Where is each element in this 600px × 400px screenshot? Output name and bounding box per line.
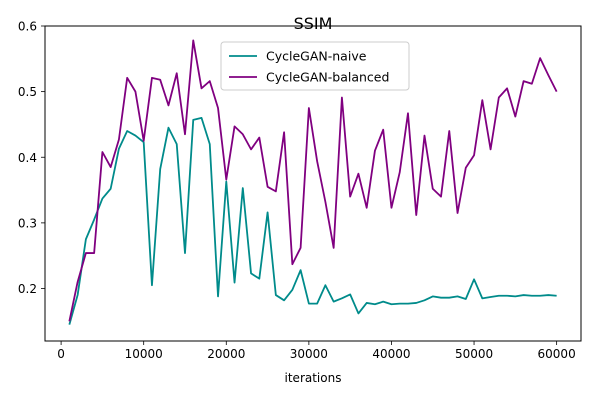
y-tick-label: 0.6 [18, 20, 37, 34]
y-axis-ticks: 0.2 0.3 0.4 0.5 0.6 [18, 20, 45, 296]
x-tick-label: 0 [57, 347, 65, 361]
x-tick-label: 20000 [207, 347, 245, 361]
legend-label-cyclegan-balanced: CycleGAN-balanced [266, 70, 389, 85]
series-line-cyclegan-naive [68, 116, 557, 325]
y-tick-label: 0.5 [18, 85, 37, 99]
x-tick-label: 50000 [455, 347, 493, 361]
legend-label-cyclegan-naive: CycleGAN-naive [266, 49, 367, 64]
y-tick-label: 0.2 [18, 282, 37, 296]
series-line-cyclegan-balanced [68, 39, 558, 322]
y-tick-label: 0.4 [18, 151, 37, 165]
chart-title: SSIM [294, 14, 333, 33]
x-tick-label: 10000 [125, 347, 163, 361]
plot-lines [68, 39, 558, 325]
legend-box [220, 41, 410, 91]
x-tick-label: 40000 [372, 347, 410, 361]
x-tick-label: 60000 [538, 347, 576, 361]
x-axis-ticks: 0 10000 20000 30000 40000 50000 60000 [57, 341, 576, 361]
x-axis-label: iterations [285, 371, 342, 385]
plot-frame [44, 25, 582, 342]
x-tick-label: 30000 [290, 347, 328, 361]
legend: CycleGAN-naive CycleGAN-balanced [220, 41, 410, 91]
y-tick-label: 0.3 [18, 216, 37, 230]
